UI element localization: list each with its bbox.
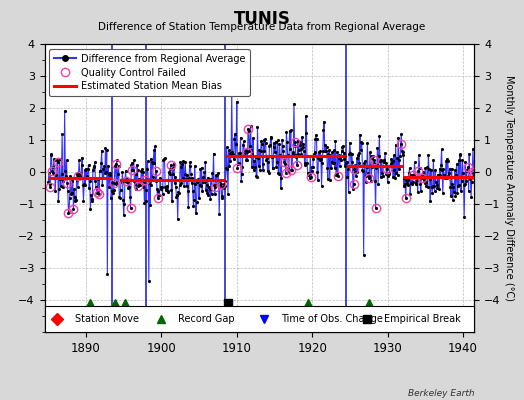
Y-axis label: Monthly Temperature Anomaly Difference (°C): Monthly Temperature Anomaly Difference (… bbox=[504, 75, 515, 301]
Text: Time of Obs. Change: Time of Obs. Change bbox=[281, 314, 383, 324]
Text: Station Move: Station Move bbox=[74, 314, 139, 324]
Text: Record Gap: Record Gap bbox=[178, 314, 234, 324]
Legend: Difference from Regional Average, Quality Control Failed, Estimated Station Mean: Difference from Regional Average, Qualit… bbox=[49, 49, 250, 96]
Text: Berkeley Earth: Berkeley Earth bbox=[408, 389, 474, 398]
Text: TUNIS: TUNIS bbox=[234, 10, 290, 28]
Text: Empirical Break: Empirical Break bbox=[384, 314, 461, 324]
Text: Difference of Station Temperature Data from Regional Average: Difference of Station Temperature Data f… bbox=[99, 22, 425, 32]
